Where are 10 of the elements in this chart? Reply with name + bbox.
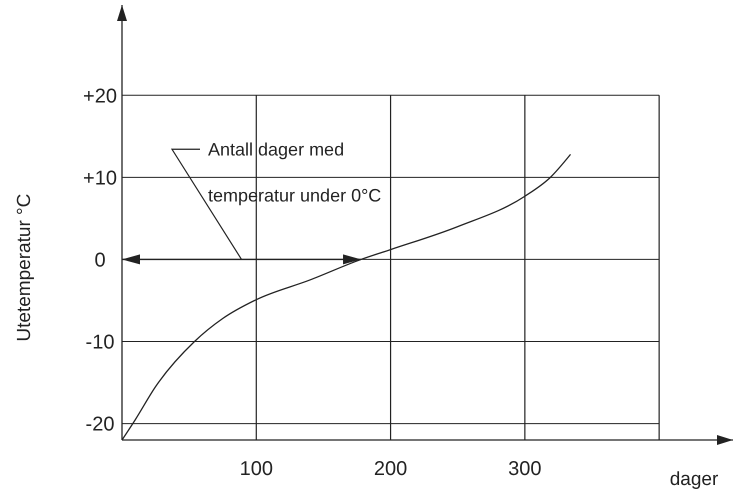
x-tick-label: 100: [240, 458, 273, 480]
y-tick-label: -20: [86, 414, 114, 436]
y-tick-label: +20: [83, 85, 117, 108]
x-tick-label: 300: [508, 458, 542, 480]
x-tick-label: 200: [374, 458, 408, 480]
y-tick-label: -10: [86, 332, 114, 354]
x-axis-title: dager: [670, 469, 719, 490]
y-tick-label: 0: [94, 249, 106, 272]
y-axis-title: Utetemperatur °C: [14, 194, 35, 342]
y-tick-label: +10: [83, 167, 117, 190]
